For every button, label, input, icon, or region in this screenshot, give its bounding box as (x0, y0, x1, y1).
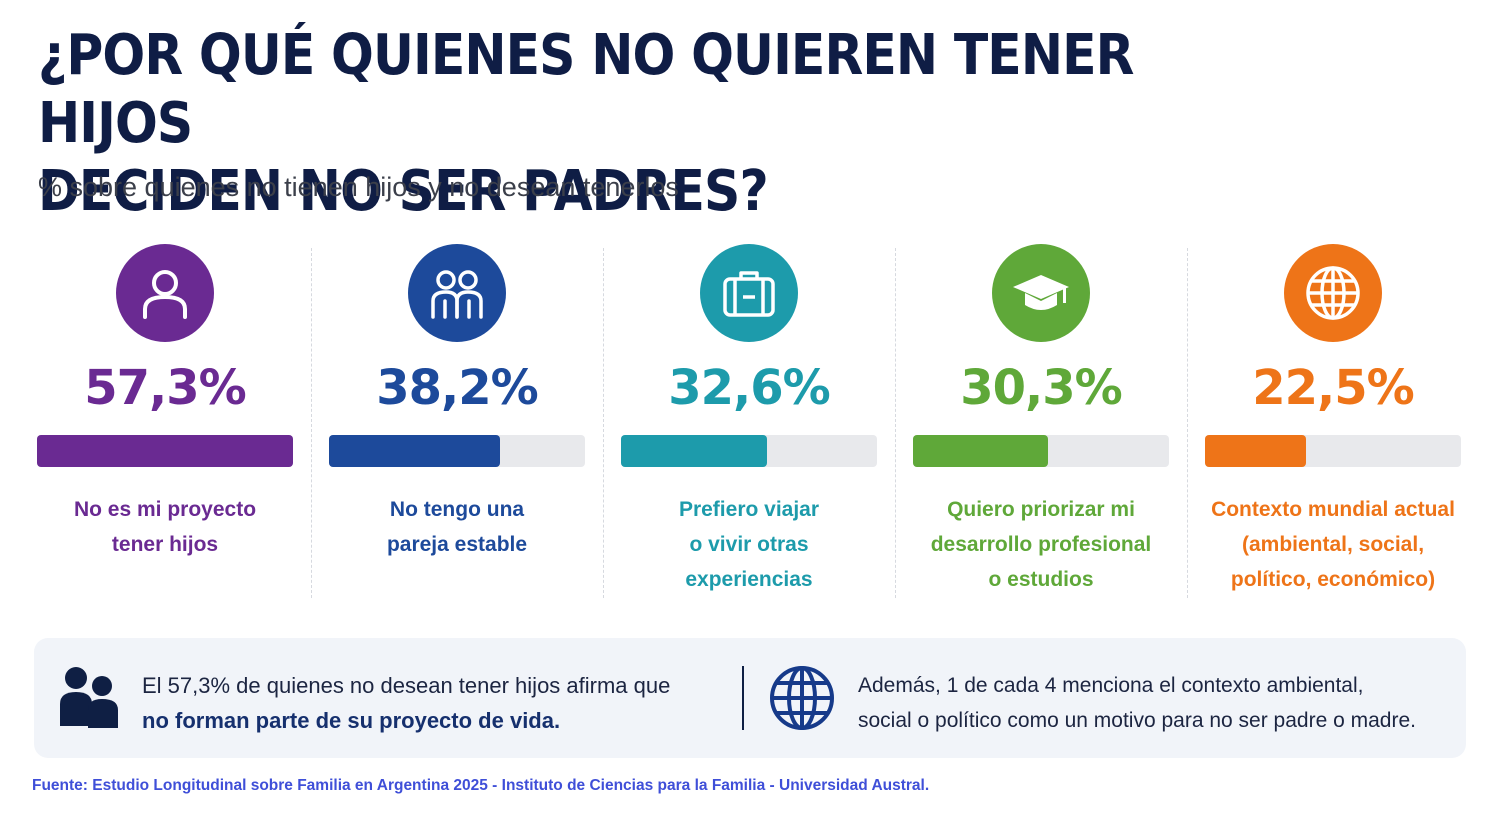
category-label: No tengo una pareja estable (318, 492, 596, 562)
globe-icon (770, 666, 834, 730)
summary-left-line: El 57,3% de quienes no desean tener hijo… (142, 673, 671, 698)
person-icon (116, 244, 214, 342)
people-icon (60, 667, 118, 728)
summary-right-line-2: social o político como un motivo para no… (858, 709, 1416, 732)
summary-left-highlight: no forman parte de su proyecto de vida. (142, 708, 561, 733)
category-label-line: pareja estable (386, 533, 528, 556)
category-label-line: o vivir otras (689, 533, 809, 556)
category-label-line: Prefiero viajar (678, 498, 820, 521)
title-line-1: ¿POR QUÉ QUIENES NO QUIEREN TENER HIJOS (38, 23, 1134, 156)
bar (329, 435, 500, 467)
column-divider (895, 248, 896, 598)
value-label: 30,3% (960, 360, 1123, 416)
column-divider (603, 248, 604, 598)
column-divider (1187, 248, 1188, 598)
page-subtitle: % sobre quienes no tienen hijos y no des… (38, 172, 679, 202)
value-label: 57,3% (84, 360, 247, 416)
bar-track (913, 435, 1169, 467)
chart-columns: 57,3% No es mi proyecto tener hijos 38,2% No… (20, 240, 1480, 602)
category-label-line: (ambiental, social, (1241, 533, 1425, 556)
summary-right-line-1: Además, 1 de cada 4 menciona el contexto… (858, 674, 1364, 697)
value-label: 22,5% (1252, 360, 1415, 416)
column-divider (311, 248, 312, 598)
chart-column: 32,6% Prefiero viajar o vivir otras experie… (610, 240, 888, 602)
bar (37, 435, 293, 467)
bar-track (37, 435, 293, 467)
bar (1205, 435, 1306, 467)
category-label-line: Quiero priorizar mi (947, 498, 1135, 521)
category-label-line: experiencias (685, 568, 813, 591)
suitcase-icon (700, 244, 798, 342)
category-label-line: No tengo una (389, 498, 525, 521)
bar-track (1205, 435, 1461, 467)
page-title: ¿POR QUÉ QUIENES NO QUIEREN TENER HIJOS … (38, 22, 1208, 226)
category-label: Quiero priorizar mi desarrollo profesiona… (902, 492, 1180, 597)
summary-panel: El 57,3% de quienes no desean tener hijo… (34, 638, 1466, 758)
graduation-cap-icon (992, 244, 1090, 342)
bar-track (621, 435, 877, 467)
category-label: No es mi proyecto tener hijos (26, 492, 304, 562)
category-label-line: Contexto mundial actual (1211, 498, 1455, 521)
source-note: Fuente: Estudio Longitudinal sobre Famil… (32, 777, 930, 794)
summary-right-text: Además, 1 de cada 4 menciona el contexto… (858, 668, 1458, 738)
bar-track (329, 435, 585, 467)
couple-icon (408, 244, 506, 342)
category-label-line: No es mi proyecto (73, 498, 257, 521)
category-label-line: tener hijos (111, 533, 219, 556)
chart-column: 30,3% Quiero priorizar mi desarrollo profe… (902, 240, 1180, 602)
chart-column: 38,2% No tengo una pareja estable (318, 240, 596, 602)
category-label-line: o estudios (988, 568, 1094, 591)
bar (913, 435, 1049, 467)
bar (621, 435, 767, 467)
chart-column: 22,5% Contexto mundial actual (ambiental, … (1194, 240, 1472, 602)
category-label-line: desarrollo profesional (930, 533, 1152, 556)
title-line-2: DECIDEN NO SER PADRES? (38, 159, 769, 224)
category-label: Prefiero viajar o vivir otras experiencias (610, 492, 888, 597)
summary-left-text: El 57,3% de quienes no desean tener hijo… (142, 668, 742, 738)
chart-column: 57,3% No es mi proyecto tener hijos (26, 240, 304, 602)
value-label: 32,6% (668, 360, 831, 416)
globe-icon (1284, 244, 1382, 342)
summary-divider (742, 666, 744, 730)
category-label: Contexto mundial actual (ambiental, socia… (1194, 492, 1472, 597)
value-label: 38,2% (376, 360, 539, 416)
category-label-line: político, económico) (1230, 568, 1436, 591)
